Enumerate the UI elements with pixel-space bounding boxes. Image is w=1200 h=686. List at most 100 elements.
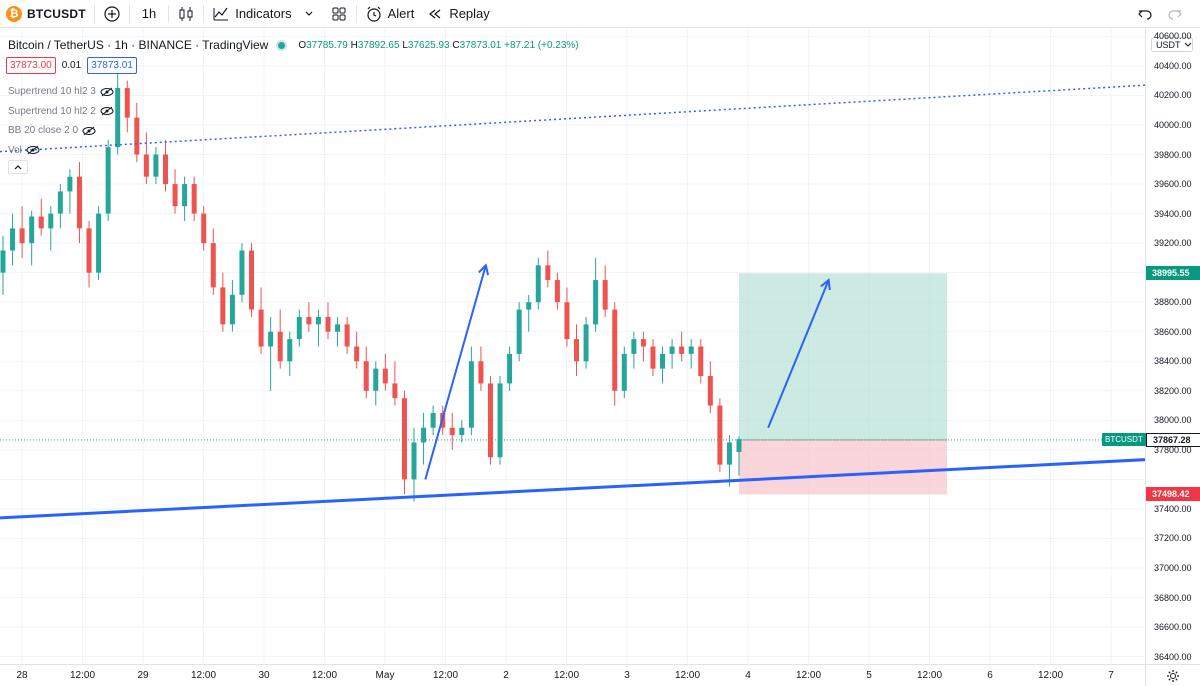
candle-body bbox=[162, 154, 168, 185]
eye-hidden-icon[interactable] bbox=[100, 87, 114, 97]
symbol-price-tag: BTCUSDT bbox=[1102, 432, 1146, 446]
candle-body bbox=[10, 228, 16, 251]
bitcoin-logo-icon: ₿ bbox=[6, 5, 22, 22]
price-tick-label: 39800.00 bbox=[1154, 149, 1192, 160]
time-tick-label: 3 bbox=[624, 670, 630, 681]
collapse-legend-button[interactable] bbox=[8, 160, 28, 174]
price-tick-label: 39200.00 bbox=[1154, 238, 1192, 249]
candle-body bbox=[612, 309, 618, 391]
candle-body bbox=[277, 331, 283, 362]
candle-body bbox=[382, 368, 388, 384]
time-tick-label: 12:00 bbox=[916, 670, 943, 681]
candle-body bbox=[401, 398, 407, 480]
price-axis[interactable]: USDT 36400.00 36600.00 36800.00 37000.00 372… bbox=[1145, 29, 1200, 664]
candle-body bbox=[392, 383, 398, 399]
chart-canvas[interactable] bbox=[0, 29, 1145, 664]
time-tick-label: 2 bbox=[503, 670, 509, 681]
target-price-label: 38995.55 bbox=[1146, 266, 1200, 281]
candle-body bbox=[487, 383, 493, 458]
candle-body bbox=[545, 265, 551, 281]
stop-price-label: 37498.42 bbox=[1146, 487, 1200, 502]
candle-body bbox=[86, 228, 92, 273]
gear-icon bbox=[1167, 669, 1179, 682]
candle-body bbox=[0, 250, 6, 273]
alert-button[interactable]: Alert bbox=[359, 0, 421, 28]
candle-body bbox=[182, 184, 188, 207]
price-tick-label: 37000.00 bbox=[1154, 563, 1192, 573]
indicator-item[interactable]: Supertrend 10 hl2 3 bbox=[8, 82, 114, 102]
indicator-label: BB 20 close 2 0 bbox=[8, 125, 79, 137]
alert-label: Alert bbox=[387, 6, 415, 21]
candle-body bbox=[631, 339, 637, 354]
candle-body bbox=[57, 191, 63, 214]
indicator-item[interactable]: Supertrend 10 hl2 2 bbox=[8, 102, 114, 122]
candle-body bbox=[459, 427, 465, 436]
time-tick-label: 7 bbox=[1108, 670, 1114, 681]
candle-body bbox=[363, 361, 369, 391]
indicator-label: Supertrend 10 hl2 2 bbox=[8, 105, 96, 117]
chart-type-button[interactable] bbox=[171, 0, 201, 28]
chart-settings-button[interactable] bbox=[1145, 664, 1200, 686]
candle-body bbox=[717, 405, 723, 465]
candle-body bbox=[507, 353, 513, 384]
support-trendline bbox=[0, 458, 1145, 520]
eye-hidden-icon[interactable] bbox=[26, 145, 40, 155]
time-axis[interactable]: 28 12:00 29 12:00 30 12:00 May 12:00 2 12:00 3 12:0… bbox=[0, 664, 1145, 686]
compare-add-symbol-button[interactable] bbox=[97, 0, 127, 28]
projection-arrow-line bbox=[424, 265, 487, 480]
chart-pane[interactable] bbox=[0, 29, 1145, 664]
candle-body bbox=[29, 216, 35, 244]
candle-body bbox=[115, 88, 121, 148]
chevron-down-icon[interactable] bbox=[300, 5, 318, 23]
candle-body bbox=[583, 324, 589, 362]
indicators-label: Indicators bbox=[235, 6, 292, 21]
layout-templates-button[interactable] bbox=[324, 0, 354, 28]
candle-body bbox=[468, 361, 474, 428]
time-tick-label: May bbox=[375, 670, 395, 681]
candle-body bbox=[201, 213, 207, 244]
candle-body bbox=[421, 427, 427, 443]
time-tick-label: 12:00 bbox=[674, 670, 701, 681]
time-tick-label: 28 bbox=[16, 670, 28, 681]
replay-label: Replay bbox=[449, 6, 490, 21]
price-tick-label: 36600.00 bbox=[1154, 622, 1192, 633]
price-tick-label: 38000.00 bbox=[1154, 415, 1192, 426]
candle-body bbox=[134, 117, 140, 155]
candle-body bbox=[220, 287, 226, 325]
candle-body bbox=[679, 346, 685, 354]
replay-button[interactable]: Replay bbox=[420, 0, 495, 28]
price-tick-label: 36400.00 bbox=[1154, 651, 1192, 662]
candle-body bbox=[191, 184, 197, 214]
buy-button[interactable]: 37873.01 bbox=[87, 57, 137, 74]
sell-button[interactable]: 37873.00 bbox=[6, 57, 56, 74]
candle-body bbox=[239, 250, 245, 295]
time-tick-label: 4 bbox=[745, 670, 751, 681]
price-tick-label: 40600.00 bbox=[1154, 31, 1192, 42]
candle-body bbox=[96, 213, 102, 273]
candle-body bbox=[325, 316, 331, 332]
undo-button[interactable] bbox=[1130, 0, 1160, 28]
candle-body bbox=[172, 184, 178, 207]
eye-hidden-icon[interactable] bbox=[100, 106, 114, 116]
interval-button[interactable]: 1h bbox=[132, 0, 166, 28]
currency-select[interactable]: USDT bbox=[1151, 37, 1193, 52]
indicators-button[interactable]: Indicators bbox=[206, 0, 323, 28]
undo-icon bbox=[1136, 5, 1154, 23]
time-tick-label: 12:00 bbox=[190, 670, 217, 681]
rewind-icon bbox=[426, 5, 444, 23]
top-toolbar: ₿ BTCUSDT 1h Indicators Alert bbox=[0, 0, 1200, 28]
indicator-item[interactable]: BB 20 close 2 0 bbox=[8, 121, 114, 141]
symbol-search-button[interactable]: ₿ BTCUSDT bbox=[0, 0, 92, 28]
candle-body bbox=[650, 346, 656, 369]
eye-hidden-icon[interactable] bbox=[82, 126, 96, 136]
candle-body bbox=[516, 309, 522, 354]
redo-button[interactable] bbox=[1160, 0, 1190, 28]
price-tick-label: 40200.00 bbox=[1154, 90, 1192, 101]
indicator-list: Supertrend 10 hl2 3 Supertrend 10 hl2 2 BB… bbox=[8, 82, 114, 160]
price-tick-label: 38600.00 bbox=[1154, 326, 1192, 337]
indicator-item[interactable]: Vol bbox=[8, 141, 114, 161]
candles-icon bbox=[177, 5, 195, 23]
candle-body bbox=[640, 339, 646, 347]
time-tick-label: 12:00 bbox=[69, 670, 96, 681]
interval-label: 1h bbox=[141, 6, 157, 21]
